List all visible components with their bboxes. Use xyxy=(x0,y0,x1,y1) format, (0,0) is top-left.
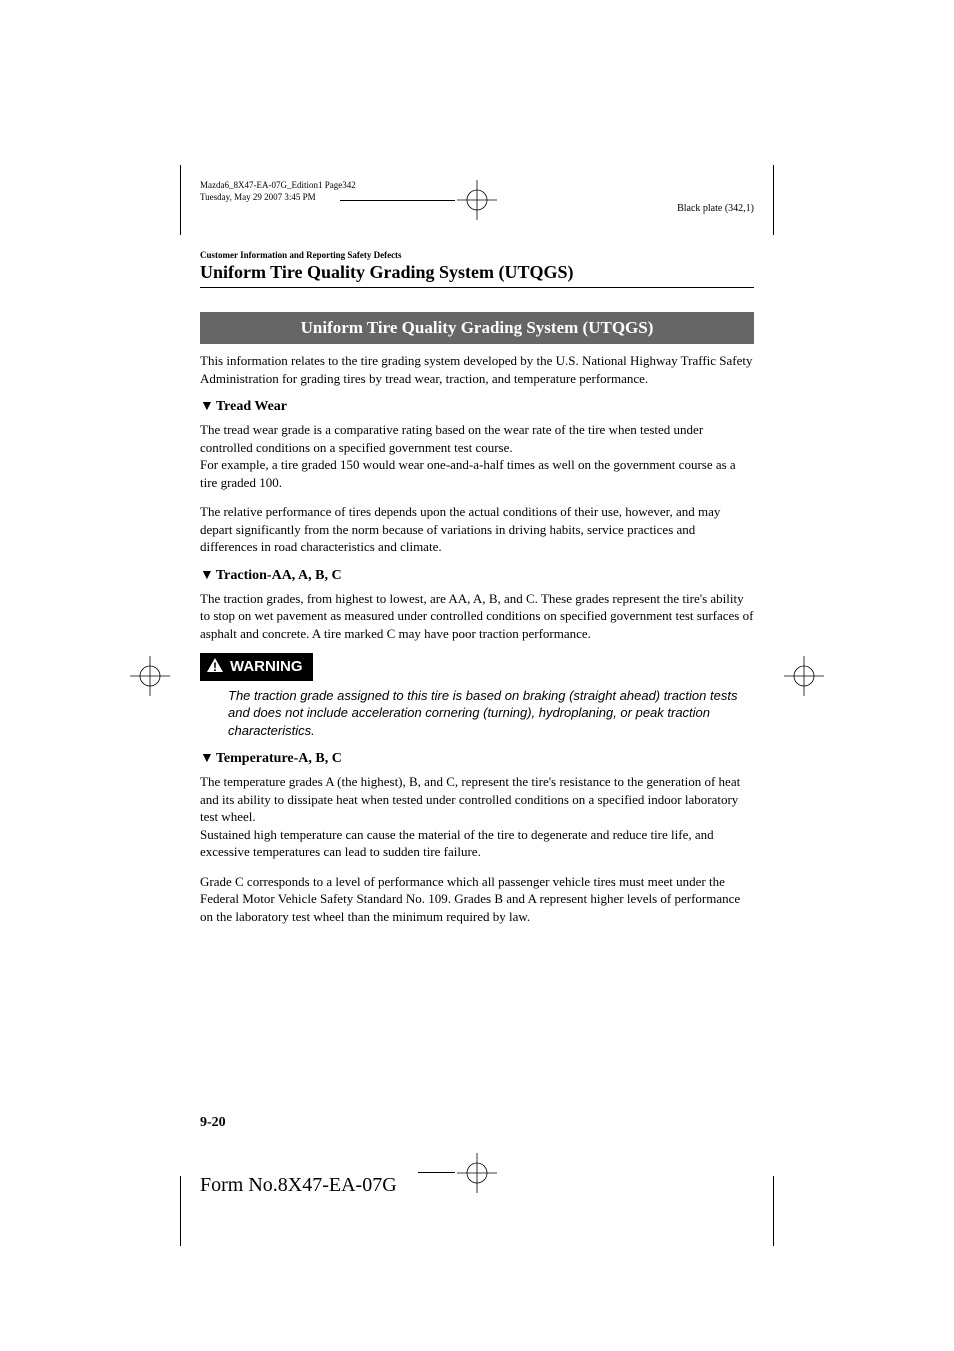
registration-mark-icon xyxy=(130,656,170,696)
section-banner: Uniform Tire Quality Grading System (UTQ… xyxy=(200,312,754,344)
body-paragraph: The temperature grades A (the highest), … xyxy=(200,773,754,826)
crop-mark xyxy=(180,1176,181,1246)
body-paragraph: The traction grades, from highest to low… xyxy=(200,590,754,643)
form-number: Form No.8X47-EA-07G xyxy=(200,1174,397,1197)
warning-label: ! WARNING xyxy=(200,653,313,681)
warning-triangle-icon: ! xyxy=(206,657,224,677)
svg-text:!: ! xyxy=(213,660,217,673)
warning-body-text: The traction grade assigned to this tire… xyxy=(228,687,754,740)
page-title: Uniform Tire Quality Grading System (UTQ… xyxy=(200,262,754,288)
registration-mark-icon xyxy=(457,180,497,220)
page-number: 9-20 xyxy=(200,1115,226,1131)
body-paragraph: The relative performance of tires depend… xyxy=(200,503,754,556)
body-paragraph: Sustained high temperature can cause the… xyxy=(200,826,754,861)
breadcrumb: Customer Information and Reporting Safet… xyxy=(200,250,754,260)
doc-info-line: Tuesday, May 29 2007 3:45 PM xyxy=(200,192,356,204)
subsection-heading: Traction-AA, A, B, C xyxy=(200,568,754,584)
registration-line xyxy=(418,1172,455,1173)
crop-mark xyxy=(773,1176,774,1246)
subsection-heading: Temperature-A, B, C xyxy=(200,751,754,767)
document-meta: Mazda6_8X47-EA-07G_Edition1 Page342 Tues… xyxy=(200,180,356,203)
body-paragraph: For example, a tire graded 150 would wea… xyxy=(200,456,754,491)
page-content: Customer Information and Reporting Safet… xyxy=(200,250,754,938)
crop-mark xyxy=(773,165,774,235)
registration-line xyxy=(340,200,455,201)
body-paragraph: The tread wear grade is a comparative ra… xyxy=(200,421,754,456)
registration-mark-icon xyxy=(784,656,824,696)
registration-mark-icon xyxy=(457,1153,497,1193)
warning-label-text: WARNING xyxy=(230,658,303,675)
intro-text: This information relates to the tire gra… xyxy=(200,352,754,387)
body-paragraph: Grade C corresponds to a level of perfor… xyxy=(200,873,754,926)
doc-info-line: Mazda6_8X47-EA-07G_Edition1 Page342 xyxy=(200,180,356,192)
crop-mark xyxy=(180,165,181,235)
plate-info: Black plate (342,1) xyxy=(677,203,754,214)
subsection-heading: Tread Wear xyxy=(200,399,754,415)
